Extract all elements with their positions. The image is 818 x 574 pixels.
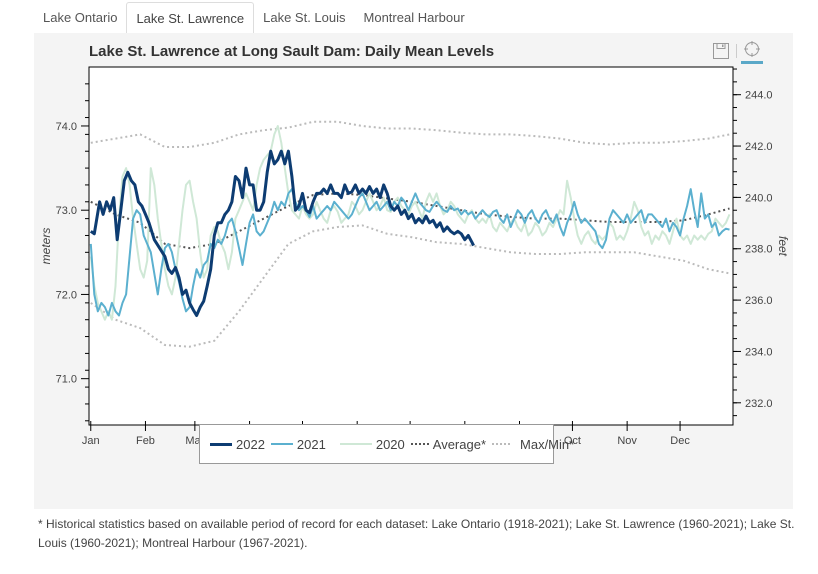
legend-swatch-average	[410, 443, 429, 445]
y-axis-label: meters	[39, 228, 53, 265]
legend-item-2020[interactable]: 2020	[332, 437, 405, 452]
legend-item-2021[interactable]: 2021	[270, 436, 326, 452]
x-tick-label: Oct	[564, 435, 581, 447]
x-tick-label: Dec	[670, 435, 690, 447]
x-tick-label: Jan	[82, 435, 100, 447]
y-tick-label: 72.0	[56, 289, 77, 301]
crosshair-icon	[744, 41, 760, 57]
series-line-2020[interactable]	[89, 125, 731, 321]
y2-axis-label: feet	[776, 236, 790, 257]
legend-swatch-maxmin	[492, 443, 511, 445]
series-line-min[interactable]	[90, 224, 730, 348]
legend-item-maxmin[interactable]: Max/Min*	[492, 437, 574, 452]
x-tick-label: Nov	[617, 435, 637, 447]
legend-item-2022[interactable]: 2022	[210, 437, 265, 452]
y2-tick-label: 232.0	[745, 398, 773, 410]
chart-title: Lake St. Lawrence at Long Sault Dam: Dai…	[89, 43, 495, 60]
series-line-2021[interactable]	[89, 188, 730, 317]
tab-lake-st-louis[interactable]: Lake St. Louis	[263, 10, 346, 25]
y2-tick-label: 240.0	[745, 192, 773, 204]
chart-toolbar	[710, 37, 763, 64]
crosshair-button[interactable]	[741, 37, 763, 64]
y-tick-label: 73.0	[56, 205, 77, 217]
y2-tick-label: 234.0	[745, 346, 773, 358]
legend-label-maxmin: Max/Min*	[520, 436, 575, 452]
y2-tick-label: 242.0	[745, 141, 773, 153]
y-tick-label: 74.0	[56, 121, 77, 133]
save-icon	[713, 42, 729, 59]
footnote: * Historical statistics based on availab…	[38, 517, 795, 550]
y2-tick-label: 236.0	[745, 295, 773, 307]
legend-label-average: Average*	[432, 436, 487, 452]
legend-label-2020: 2020	[375, 436, 405, 452]
legend-label-2021: 2021	[296, 436, 326, 452]
series-line-2022[interactable]	[89, 149, 475, 317]
y-tick-label: 71.0	[56, 374, 77, 386]
series-group	[89, 120, 731, 348]
tab-lake-st-lawrence[interactable]: Lake St. Lawrence	[126, 2, 255, 34]
legend-swatch-2022	[210, 442, 232, 446]
legend-label-2022: 2022	[236, 436, 265, 452]
tab-montreal-harbour[interactable]: Montreal Harbour	[363, 10, 465, 25]
plot-area[interactable]	[88, 66, 734, 426]
y2-tick-label: 238.0	[745, 244, 773, 256]
legend-swatch-2020	[339, 443, 372, 445]
toolbar-divider	[736, 43, 737, 58]
y2-tick-label: 244.0	[745, 90, 773, 102]
x-tick-label: Feb	[136, 435, 155, 447]
tab-lake-ontario[interactable]: Lake Ontario	[43, 10, 118, 25]
legend-swatch-2021	[270, 443, 293, 445]
legend-item-average[interactable]: Average*	[410, 436, 487, 452]
chart-legend: 2022 2021 2020 Average* Max/Min*	[199, 424, 574, 464]
save-button[interactable]	[710, 39, 732, 63]
series-line-max[interactable]	[90, 120, 730, 148]
lake-tabs: Lake Ontario Lake St. Lawrence Lake St. …	[34, 2, 474, 34]
